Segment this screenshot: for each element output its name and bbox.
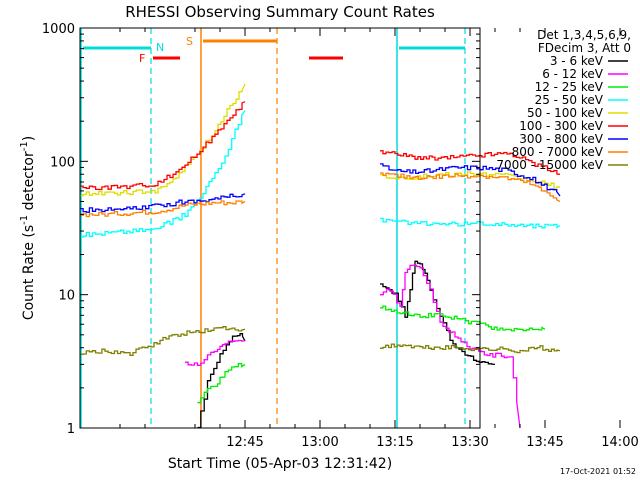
- x-tick-label: 13:15: [376, 435, 413, 450]
- y-axis-label: Count Rate (s-1 detector-1): [19, 136, 37, 320]
- series-layer: [80, 83, 561, 429]
- series-line: [380, 163, 561, 197]
- series-line: [380, 217, 561, 229]
- x-axis-label: Start Time (05-Apr-03 12:31:42): [168, 456, 392, 472]
- legend-label: 12 - 25 keV: [535, 80, 604, 94]
- legend-label: 800 - 7000 keV: [512, 145, 604, 159]
- legend-label: 6 - 12 keV: [542, 67, 604, 81]
- series-7000-15000keV: [80, 326, 561, 356]
- y-axis-label-sup2: -1: [19, 141, 30, 151]
- series-line: [80, 326, 246, 356]
- series-300-800keV: [80, 163, 561, 213]
- generation-timestamp: 17-Oct-2021 01:52: [560, 467, 636, 476]
- x-tick-label: 14:00: [601, 435, 638, 450]
- series-line: [80, 101, 246, 191]
- series-line: [80, 200, 246, 218]
- y-axis-label-main: Count Rate (s: [21, 225, 37, 320]
- legend-label: 100 - 300 keV: [519, 119, 603, 133]
- x-tick-label: 13:00: [301, 435, 338, 450]
- x-tick-label: 12:45: [226, 435, 263, 450]
- y-axis-label-sup1: -1: [19, 215, 30, 225]
- series-line: [80, 193, 246, 213]
- x-tick-label: 13:30: [451, 435, 488, 450]
- y-tick-label: 1: [67, 422, 75, 437]
- plot-frame: [79, 27, 481, 429]
- series-line: [380, 150, 561, 175]
- legend-label: 300 - 800 keV: [519, 132, 603, 146]
- legend-label: 25 - 50 keV: [535, 93, 604, 107]
- y-axis-label-end: ): [21, 136, 37, 141]
- legend-header-2: FDecim 3, Att 0: [538, 41, 631, 55]
- series-line: [197, 363, 246, 404]
- chart-title: RHESSI Observing Summary Count Rates: [125, 3, 435, 21]
- series-line: [380, 260, 496, 366]
- legend-label: 50 - 100 keV: [527, 106, 604, 120]
- series-line: [80, 110, 246, 238]
- series-line: [380, 172, 561, 203]
- series-line: [185, 339, 246, 366]
- series-12-25keV: [197, 305, 546, 404]
- series-line: [380, 305, 546, 332]
- y-tick-label: 10: [58, 289, 75, 304]
- series-100-300keV: [80, 101, 561, 191]
- series-line: [380, 343, 561, 354]
- annotations-layer: NF S: [80, 28, 466, 428]
- legend-label: 3 - 6 keV: [550, 54, 604, 68]
- legend-label: 7000 - 15000 keV: [496, 158, 603, 172]
- saa-marker-label: S: [186, 35, 193, 48]
- y-tick-label: 100: [50, 155, 75, 170]
- series-line: [380, 264, 521, 429]
- series-25-50keV: [80, 110, 561, 238]
- series-line: [197, 333, 246, 429]
- y-axis-label-mid: detector: [21, 151, 37, 215]
- x-axis: 12:45 13:00 13:15 13:30 13:45 14:00: [119, 28, 639, 450]
- y-tick-label: 1000: [42, 22, 75, 37]
- series-6-12keV: [185, 264, 521, 429]
- legend-header-1: Det 1,3,4,5,6,9,: [537, 28, 631, 42]
- y-axis: 1 10 100 1000: [42, 22, 480, 437]
- flare-marker-label: F: [139, 52, 145, 65]
- x-tick-label: 13:45: [526, 435, 563, 450]
- night-marker-label: N: [156, 41, 164, 54]
- series-3-6keV: [197, 260, 496, 429]
- legend: Det 1,3,4,5,6,9, FDecim 3, Att 0 3 - 6 k…: [496, 28, 631, 172]
- series-800-7000keV: [80, 172, 561, 218]
- series-line: [80, 83, 246, 197]
